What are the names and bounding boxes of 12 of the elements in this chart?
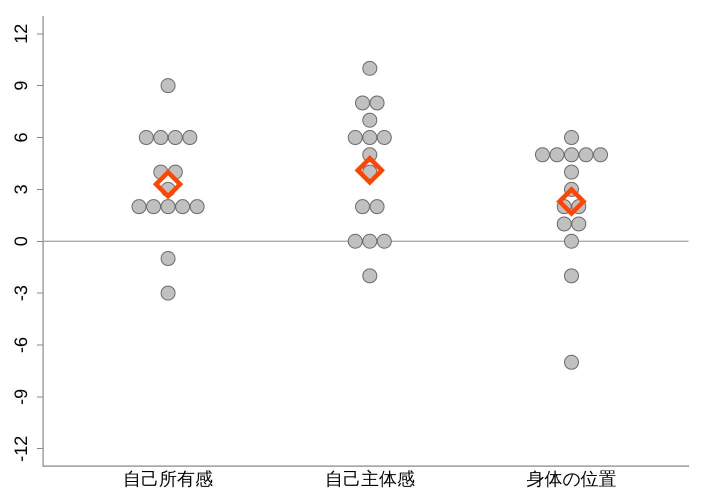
y-tick-label: -6: [10, 336, 31, 353]
y-tick-label: 9: [10, 80, 31, 91]
y-tick-label: 0: [10, 236, 31, 246]
x-tick-label: 身体の位置: [526, 468, 617, 489]
y-tick-label: -12: [10, 436, 31, 462]
y-tick-label: 12: [10, 24, 31, 44]
y-tick-label: -9: [10, 388, 31, 405]
y-tick-label: 3: [10, 184, 31, 194]
x-tick-label: 自己主体感: [324, 468, 415, 489]
y-tick-label: 6: [10, 132, 31, 143]
x-tick-label: 自己所有感: [123, 468, 214, 489]
y-tick-label: -3: [10, 285, 31, 302]
